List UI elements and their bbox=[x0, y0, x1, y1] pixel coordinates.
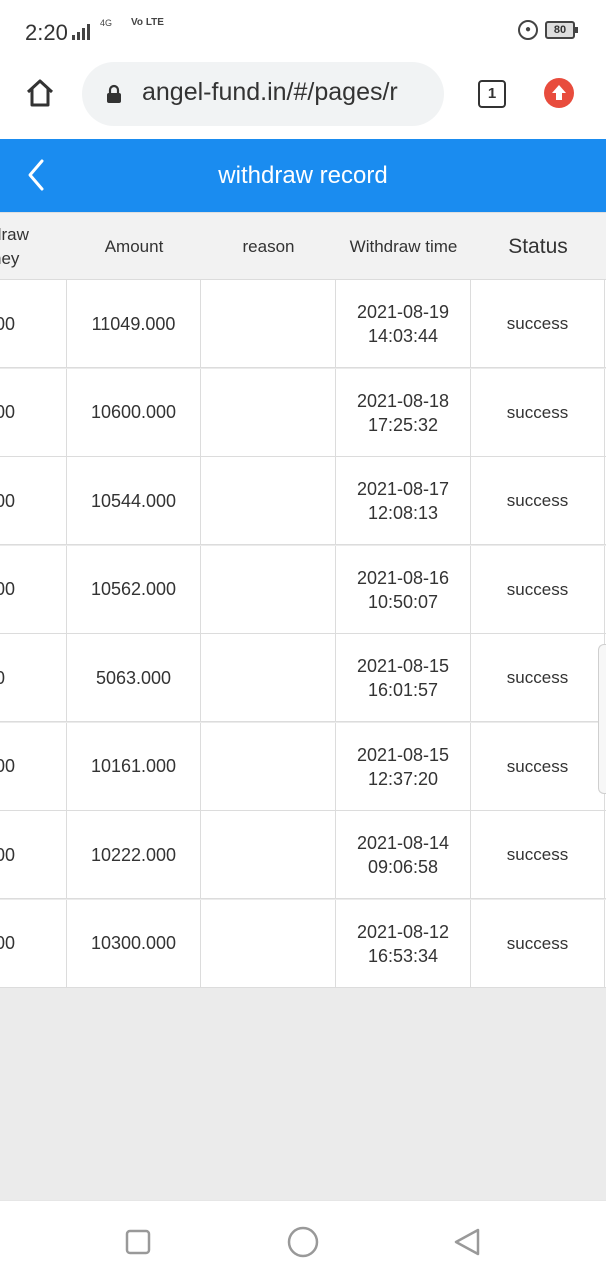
address-bar[interactable]: angel-fund.in/#/pages/r bbox=[82, 62, 444, 126]
amount-cell: 10562.000 bbox=[67, 545, 201, 634]
reason-cell bbox=[201, 722, 336, 811]
square-icon[interactable] bbox=[124, 1227, 154, 1257]
reason-cell bbox=[201, 545, 336, 634]
status-cell: success bbox=[471, 634, 605, 722]
reason-cell bbox=[201, 368, 336, 457]
withdraw-clock: 09:06:58 bbox=[367, 857, 439, 877]
signal-icon bbox=[72, 20, 90, 40]
home-icon[interactable] bbox=[24, 77, 56, 109]
withdraw-date: 2021-08-14 bbox=[356, 833, 450, 853]
reason-cell bbox=[201, 634, 336, 722]
withdraw-time-cell: 2021-08-18 17:25:32 bbox=[336, 368, 471, 457]
col-header-withdraw-time: Withdraw time bbox=[349, 237, 458, 256]
withdraw-money-cell: 2.000 bbox=[0, 811, 67, 899]
url-text: angel-fund.in/#/pages/r bbox=[142, 78, 398, 106]
withdraw-money-cell: 0.000 bbox=[0, 899, 67, 988]
table-row: 2.00010222.000 2021-08-14 09:06:58 success bbox=[0, 811, 606, 899]
app-header: withdraw record bbox=[0, 139, 606, 212]
withdraw-date: 2021-08-12 bbox=[356, 921, 450, 942]
table-row: 2.00010562.000 2021-08-16 10:50:07 success bbox=[0, 545, 606, 634]
withdraw-time-cell: 2021-08-12 16:53:34 bbox=[336, 899, 471, 988]
withdraw-time-cell: 2021-08-17 12:08:13 bbox=[336, 457, 471, 545]
scroll-handle[interactable] bbox=[598, 644, 606, 794]
col-header-reason: reason bbox=[242, 237, 295, 256]
clock: 2:20 bbox=[25, 20, 68, 45]
withdraw-money-cell: 0.000 bbox=[0, 368, 67, 457]
withdraw-clock: 10:50:07 bbox=[367, 591, 439, 612]
table-row: 1.00010161.000 2021-08-15 12:37:20 success bbox=[0, 722, 606, 811]
withdraw-time-cell: 2021-08-16 10:50:07 bbox=[336, 545, 471, 634]
circle-icon[interactable] bbox=[286, 1225, 320, 1259]
status-cell: success bbox=[471, 899, 605, 988]
lock-icon bbox=[107, 84, 121, 103]
update-arrow-icon[interactable] bbox=[544, 78, 574, 108]
withdraw-clock: 12:37:20 bbox=[367, 768, 439, 789]
withdraw-money-cell: 1.000 bbox=[0, 722, 67, 811]
withdraw-time-cell: 2021-08-14 09:06:58 bbox=[336, 811, 471, 899]
system-nav-bar bbox=[0, 1200, 606, 1280]
triangle-back-icon[interactable] bbox=[452, 1227, 482, 1257]
col-header-status: Status bbox=[508, 235, 568, 258]
withdraw-time-cell: 2021-08-15 16:01:57 bbox=[336, 634, 471, 722]
amount-cell: 10544.000 bbox=[67, 457, 201, 545]
amount-cell: 10600.000 bbox=[67, 368, 201, 457]
withdraw-date: 2021-08-19 bbox=[356, 302, 450, 322]
withdraw-money-cell: .000 bbox=[0, 634, 67, 722]
rotation-lock-icon: ● bbox=[518, 20, 538, 40]
withdraw-date: 2021-08-15 bbox=[356, 656, 450, 676]
table-row: 0.00010600.000 2021-08-18 17:25:32 success bbox=[0, 368, 606, 457]
col-header-line: draw bbox=[0, 225, 29, 244]
col-header-amount: Amount bbox=[104, 237, 164, 256]
withdraw-date: 2021-08-18 bbox=[356, 390, 450, 411]
battery-icon: 80 bbox=[545, 21, 578, 39]
reason-cell bbox=[201, 280, 336, 368]
withdraw-date: 2021-08-17 bbox=[356, 479, 450, 499]
withdraw-money-cell: 9.000 bbox=[0, 280, 67, 368]
withdraw-clock: 12:08:13 bbox=[367, 503, 439, 523]
tabs-icon[interactable]: 1 bbox=[478, 80, 506, 108]
withdraw-table: draw ney Amount reason Withdraw time Stat… bbox=[0, 212, 606, 1200]
table-header: draw ney Amount reason Withdraw time Stat… bbox=[0, 212, 606, 280]
withdraw-money-cell: 2.000 bbox=[0, 545, 67, 634]
table-row: 4.00010544.000 2021-08-17 12:08:13 success bbox=[0, 457, 606, 545]
table-row: 9.00011049.000 2021-08-19 14:03:44 success bbox=[0, 280, 606, 368]
status-cell: success bbox=[471, 811, 605, 899]
withdraw-date: 2021-08-15 bbox=[356, 744, 450, 765]
col-header-withdraw-money: draw ney bbox=[0, 213, 58, 281]
network-type: 4G bbox=[100, 18, 113, 28]
amount-cell: 5063.000 bbox=[67, 634, 201, 722]
amount-cell: 10222.000 bbox=[67, 811, 201, 899]
col-header-line: ney bbox=[0, 249, 20, 268]
withdraw-clock: 16:53:34 bbox=[367, 945, 439, 966]
reason-cell bbox=[201, 811, 336, 899]
carrier-label: Vo LTE bbox=[131, 17, 164, 28]
withdraw-clock: 14:03:44 bbox=[367, 326, 439, 346]
page-title: withdraw record bbox=[218, 162, 388, 189]
chevron-left-icon[interactable] bbox=[22, 157, 50, 193]
status-cell: success bbox=[471, 457, 605, 545]
withdraw-time-cell: 2021-08-15 12:37:20 bbox=[336, 722, 471, 811]
withdraw-money-cell: 4.000 bbox=[0, 457, 67, 545]
reason-cell bbox=[201, 899, 336, 988]
status-cell: success bbox=[471, 368, 605, 457]
table-row: .0005063.000 2021-08-15 16:01:57 success bbox=[0, 634, 606, 722]
reason-cell bbox=[201, 457, 336, 545]
table-row: 0.00010300.000 2021-08-12 16:53:34 success bbox=[0, 899, 606, 988]
browser-toolbar: angel-fund.in/#/pages/r 1 bbox=[0, 62, 606, 139]
amount-cell: 10161.000 bbox=[67, 722, 201, 811]
status-cell: success bbox=[471, 545, 605, 634]
status-cell: success bbox=[471, 722, 605, 811]
status-bar: 2:20 4G Vo LTE ● 80 bbox=[0, 0, 606, 62]
withdraw-clock: 16:01:57 bbox=[367, 680, 439, 700]
amount-cell: 10300.000 bbox=[67, 899, 201, 988]
withdraw-date: 2021-08-16 bbox=[356, 567, 450, 588]
withdraw-time-cell: 2021-08-19 14:03:44 bbox=[336, 280, 471, 368]
withdraw-clock: 17:25:32 bbox=[367, 414, 439, 435]
status-cell: success bbox=[471, 280, 605, 368]
amount-cell: 11049.000 bbox=[67, 280, 201, 368]
